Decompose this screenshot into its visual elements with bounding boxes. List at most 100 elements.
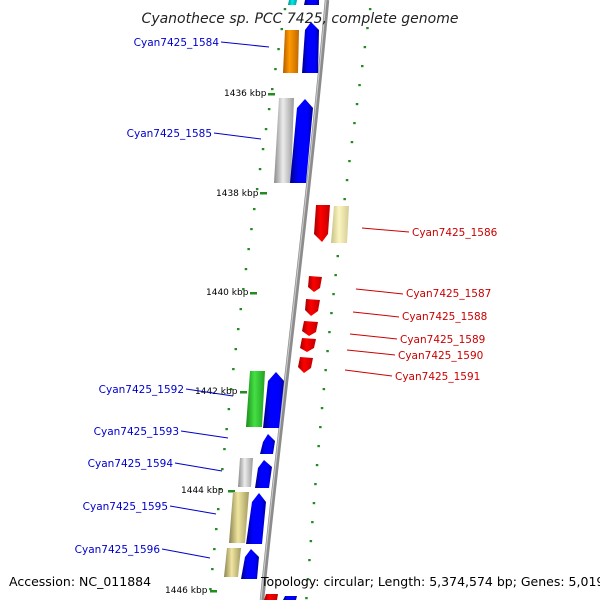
tick-dot bbox=[326, 350, 329, 353]
genome-backbone-highlight bbox=[260, 0, 327, 600]
gene-partial-bottom[interactable] bbox=[264, 594, 297, 600]
tick-dot bbox=[355, 103, 359, 106]
tick-dot bbox=[305, 597, 308, 600]
tick-dot bbox=[358, 84, 361, 87]
tick-dot bbox=[348, 160, 351, 163]
gene-cyan7425-1596[interactable] bbox=[224, 548, 259, 579]
tick-dot bbox=[334, 274, 337, 277]
gene-cyan7425-1586[interactable] bbox=[314, 205, 349, 243]
tick-dot bbox=[345, 179, 349, 182]
tick-dot bbox=[314, 483, 317, 486]
tick-dot bbox=[315, 464, 319, 467]
tick-dot bbox=[229, 388, 233, 391]
tick-mark-1442 bbox=[240, 391, 247, 394]
tick-dot bbox=[244, 268, 248, 271]
tick-dot bbox=[322, 388, 326, 391]
gene-cyan7425-1593[interactable] bbox=[260, 434, 275, 454]
tick-dot bbox=[217, 508, 220, 511]
tick-dot bbox=[350, 141, 354, 144]
genome-summary-text: Topology: circular; Length: 5,374,574 bp… bbox=[261, 574, 600, 589]
tick-dot bbox=[317, 445, 320, 448]
tick-dot bbox=[221, 468, 224, 471]
gene-partial-top[interactable] bbox=[288, 0, 319, 5]
map-title: Cyanothece sp. PCC 7425, complete genome bbox=[142, 11, 459, 27]
tick-dot bbox=[211, 568, 214, 571]
tick-dot bbox=[232, 368, 235, 371]
tick-dot bbox=[234, 348, 237, 351]
tick-mark-1440 bbox=[250, 292, 257, 295]
tick-dot bbox=[213, 548, 216, 551]
reverse-leader-lines bbox=[344, 227, 410, 377]
gene-cyan7425-1585[interactable] bbox=[274, 98, 313, 183]
tick-dot bbox=[283, 8, 287, 11]
genome-backbone bbox=[259, 0, 330, 600]
gene-label-1586[interactable]: Cyan7425_1586 bbox=[412, 227, 498, 239]
tick-label-1446: 1446 kbp bbox=[165, 586, 208, 596]
gene-cyan7425-1584[interactable] bbox=[283, 22, 319, 73]
tick-dot bbox=[247, 248, 250, 251]
gene-label-1596[interactable]: Cyan7425_1596 bbox=[75, 544, 161, 556]
tick-mark-1444 bbox=[228, 490, 235, 493]
gene-label-1592[interactable]: Cyan7425_1592 bbox=[99, 384, 184, 396]
tick-dot bbox=[239, 308, 242, 311]
tick-mark-1438 bbox=[260, 192, 267, 195]
gene-cyan7425-1590[interactable] bbox=[300, 338, 316, 352]
gene-label-1593[interactable]: Cyan7425_1593 bbox=[94, 426, 179, 438]
gene-label-1589[interactable]: Cyan7425_1589 bbox=[400, 334, 485, 346]
tick-dot bbox=[330, 312, 333, 315]
tick-label-1444: 1444 kbp bbox=[181, 486, 224, 496]
forward-leader-lines bbox=[161, 41, 270, 559]
gene-cyan7425-1592[interactable] bbox=[246, 371, 284, 428]
tick-dot bbox=[343, 198, 346, 201]
tick-dot bbox=[258, 168, 262, 171]
tick-dot bbox=[277, 48, 280, 51]
tick-dot bbox=[328, 331, 331, 334]
tick-dot bbox=[223, 448, 226, 451]
tick-label-1442: 1442 kbp bbox=[195, 387, 238, 397]
tick-dot bbox=[255, 188, 259, 191]
tick-dot bbox=[227, 408, 231, 411]
tick-dot bbox=[308, 559, 311, 562]
tick-dot bbox=[320, 407, 324, 410]
tick-dot bbox=[361, 65, 364, 68]
gene-cyan7425-1587[interactable] bbox=[308, 276, 322, 292]
gene-label-1587[interactable]: Cyan7425_1587 bbox=[406, 288, 491, 300]
tick-dot bbox=[264, 128, 268, 131]
gene-cyan7425-1594[interactable] bbox=[238, 458, 272, 488]
gene-label-1590[interactable]: Cyan7425_1590 bbox=[398, 350, 483, 362]
tick-label-1436: 1436 kbp bbox=[224, 89, 267, 99]
gene-label-1595[interactable]: Cyan7425_1595 bbox=[83, 501, 168, 513]
tick-dot bbox=[261, 148, 265, 151]
gene-label-1594[interactable]: Cyan7425_1594 bbox=[88, 458, 174, 470]
tick-dot bbox=[274, 68, 277, 71]
tick-dot bbox=[253, 208, 256, 211]
gene-cyan7425-1589[interactable] bbox=[302, 321, 318, 336]
tick-mark-1446 bbox=[210, 590, 217, 593]
gene-label-1591[interactable]: Cyan7425_1591 bbox=[395, 371, 480, 383]
tick-dot bbox=[215, 528, 218, 531]
tick-dot bbox=[319, 426, 322, 429]
tick-dot bbox=[267, 108, 271, 111]
tick-dot bbox=[336, 255, 339, 258]
gene-cyan7425-1588[interactable] bbox=[305, 299, 320, 316]
gene-label-1588[interactable]: Cyan7425_1588 bbox=[402, 311, 487, 323]
tick-dot bbox=[306, 578, 310, 581]
gene-label-1585[interactable]: Cyan7425_1585 bbox=[127, 128, 212, 140]
tick-dot bbox=[324, 369, 327, 372]
tick-dot bbox=[219, 488, 222, 491]
gene-label-1584[interactable]: Cyan7425_1584 bbox=[134, 37, 220, 49]
tick-dot bbox=[368, 8, 372, 11]
accession-text: Accession: NC_011884 bbox=[9, 574, 152, 589]
gene-cyan7425-1595[interactable] bbox=[229, 492, 266, 544]
tick-dot bbox=[280, 28, 283, 31]
tick-dot bbox=[209, 588, 212, 591]
tick-label-1438: 1438 kbp bbox=[216, 189, 259, 199]
gene-cyan7425-1591[interactable] bbox=[298, 357, 313, 373]
tick-dot bbox=[366, 27, 369, 30]
outer-tick-arc bbox=[305, 8, 372, 600]
tick-dot bbox=[242, 288, 245, 291]
tick-dot bbox=[271, 88, 274, 91]
tick-mark-1436 bbox=[268, 93, 275, 96]
